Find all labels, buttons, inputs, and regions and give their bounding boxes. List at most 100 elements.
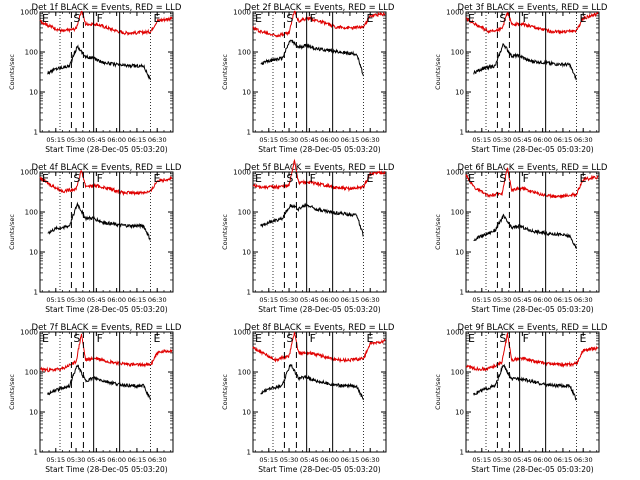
y-tick-label: 100 [238, 209, 251, 217]
x-tick-label: 05:30 [67, 296, 86, 304]
series-line-events [473, 363, 577, 401]
y-tick-label: 1000 [20, 169, 38, 177]
marker-label-s: S [73, 12, 80, 25]
marker-label-e: E [153, 172, 160, 185]
y-axis-label: Counts/sec [8, 214, 16, 250]
marker-label-f: F [310, 172, 316, 185]
x-tick-label: 05:30 [280, 456, 299, 464]
x-tick-label: 05:15 [472, 456, 491, 464]
y-tick-label: 1000 [446, 169, 464, 177]
x-tick-label: 05:45 [513, 296, 532, 304]
marker-label-e: E [42, 12, 49, 25]
marker-label-e: E [468, 172, 475, 185]
y-tick-label: 1 [34, 449, 38, 457]
series-line-lld [465, 167, 599, 199]
x-tick-label: 05:45 [513, 136, 532, 144]
x-tick-label: 06:15 [554, 136, 573, 144]
y-tick-label: 1000 [446, 329, 464, 337]
x-tick-label: 06:30 [574, 136, 593, 144]
chart-panel-3: Det 3f BLACK = Events, RED = LLD Counts/s… [434, 3, 608, 154]
marker-label-e: E [255, 172, 262, 185]
marker-label-e: E [42, 172, 49, 185]
y-tick-label: 100 [238, 49, 251, 57]
y-tick-label: 10 [455, 89, 464, 97]
y-tick-label: 100 [451, 209, 464, 217]
x-tick-label: 06:30 [361, 136, 380, 144]
y-tick-label: 1 [460, 129, 464, 137]
chart-panel-5: Det 5f BLACK = Events, RED = LLD Counts/s… [221, 158, 395, 314]
series-line-events [260, 363, 364, 401]
x-tick-label: 06:00 [320, 456, 339, 464]
x-tick-label: 05:30 [67, 136, 86, 144]
x-tick-label: 05:45 [300, 136, 319, 144]
marker-label-e: E [255, 332, 262, 345]
marker-label-s: S [286, 332, 293, 345]
x-tick-label: 05:15 [472, 136, 491, 144]
y-tick-label: 100 [25, 49, 38, 57]
x-tick-label: 06:00 [107, 136, 126, 144]
series-line-events [473, 213, 577, 249]
series-line-lld [465, 331, 599, 372]
y-axis-label: Counts/sec [434, 214, 442, 250]
x-tick-label: 05:45 [300, 296, 319, 304]
x-axis-label: Start Time (28-Dec-05 05:03:20) [258, 145, 380, 154]
marker-label-s: S [499, 12, 506, 25]
marker-label-f: F [97, 332, 103, 345]
plot-frame [39, 171, 174, 293]
y-tick-label: 1 [34, 129, 38, 137]
x-tick-label: 06:00 [320, 136, 339, 144]
marker-label-e: E [42, 332, 49, 345]
x-tick-label: 06:30 [574, 296, 593, 304]
x-tick-label: 05:15 [472, 296, 491, 304]
chart-title: Det 8f BLACK = Events, RED = LLD [245, 323, 395, 333]
chart-title: Det 4f BLACK = Events, RED = LLD [32, 163, 182, 173]
series-line-lld [252, 10, 386, 38]
marker-label-f: F [97, 172, 103, 185]
y-tick-label: 10 [242, 89, 251, 97]
x-tick-label: 06:30 [148, 136, 167, 144]
series-line-events [47, 201, 151, 241]
series-line-lld [252, 158, 386, 193]
marker-label-e: E [255, 12, 262, 25]
marker-label-f: F [523, 12, 529, 25]
series-line-lld [465, 11, 599, 35]
y-tick-label: 10 [29, 409, 38, 417]
plot-frame [465, 331, 600, 453]
series-line-events [47, 364, 151, 401]
x-axis-label: Start Time (28-Dec-05 05:03:20) [45, 465, 167, 474]
x-axis-label: Start Time (28-Dec-05 05:03:20) [471, 305, 593, 314]
x-tick-label: 06:00 [320, 296, 339, 304]
x-tick-label: 06:00 [533, 136, 552, 144]
x-tick-label: 06:15 [341, 456, 360, 464]
marker-label-e: E [579, 172, 586, 185]
x-tick-label: 06:15 [554, 296, 573, 304]
chart-panel-7: Det 7f BLACK = Events, RED = LLD Counts/s… [8, 323, 182, 474]
y-tick-label: 100 [451, 49, 464, 57]
y-tick-label: 1 [247, 289, 251, 297]
x-axis-label: Start Time (28-Dec-05 05:03:20) [45, 145, 167, 154]
marker-label-e: E [579, 12, 586, 25]
x-tick-label: 05:30 [280, 296, 299, 304]
marker-label-f: F [523, 332, 529, 345]
y-axis-label: Counts/sec [434, 54, 442, 90]
x-tick-label: 05:15 [259, 296, 278, 304]
y-tick-label: 1 [247, 129, 251, 137]
x-tick-label: 05:30 [493, 456, 512, 464]
x-tick-label: 06:00 [107, 296, 126, 304]
marker-label-f: F [310, 12, 316, 25]
y-tick-label: 10 [29, 89, 38, 97]
marker-label-s: S [286, 12, 293, 25]
x-tick-label: 05:15 [46, 136, 65, 144]
x-tick-label: 05:45 [87, 456, 106, 464]
x-tick-label: 06:15 [128, 456, 147, 464]
plot-frame [252, 11, 387, 133]
y-axis-label: Counts/sec [221, 374, 229, 410]
plot-frame [252, 171, 387, 293]
marker-label-e: E [468, 332, 475, 345]
y-tick-label: 100 [25, 209, 38, 217]
plot-frame [39, 331, 174, 453]
series-line-lld [252, 331, 386, 364]
plot-frame [39, 11, 174, 133]
